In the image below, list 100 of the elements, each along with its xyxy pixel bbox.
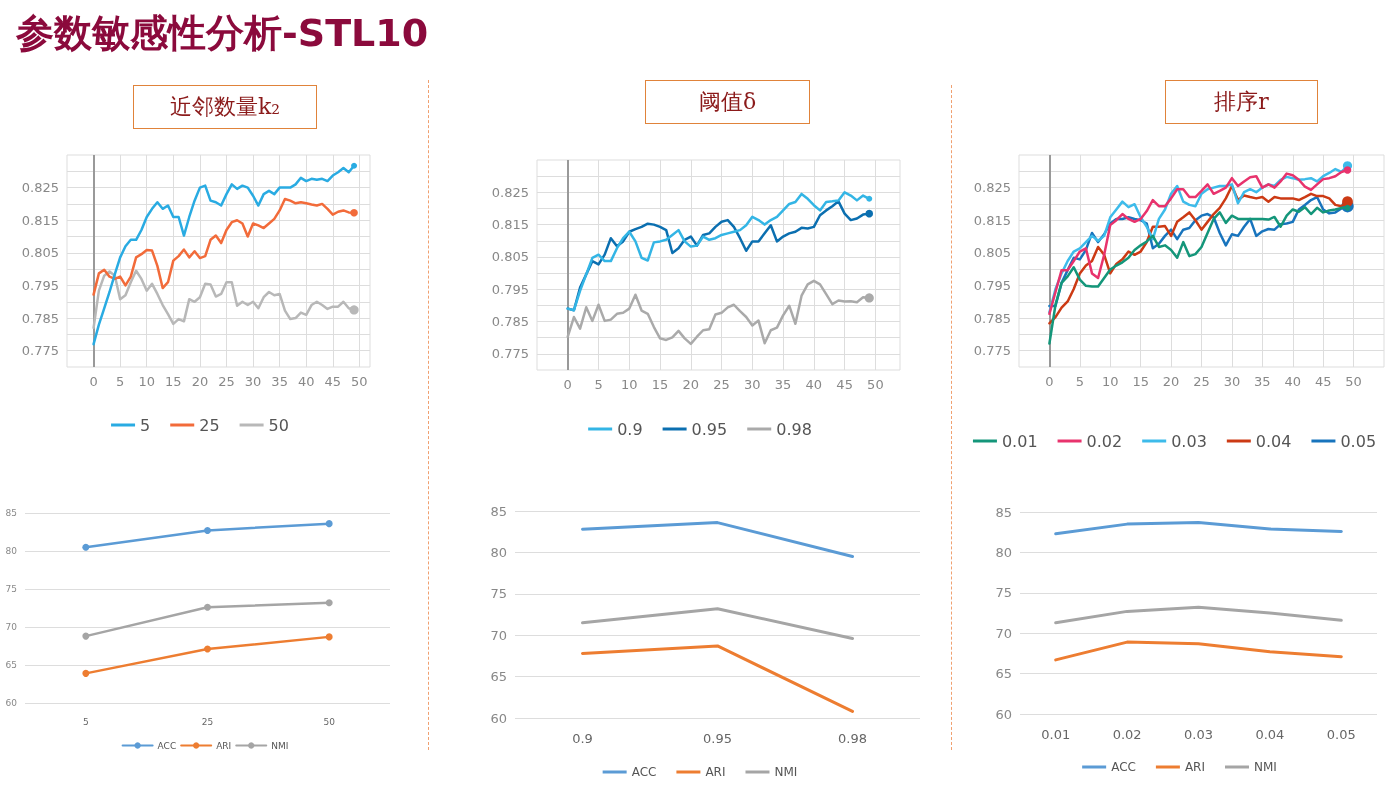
legend-label: NMI	[774, 765, 798, 779]
y-tick-label: 0.795	[21, 277, 59, 293]
y-tick-label: 75	[995, 585, 1012, 601]
chart-title: 排序r	[1165, 80, 1318, 124]
x-tick-label: 0.02	[1112, 727, 1142, 742]
x-tick-label: 40	[1284, 374, 1302, 389]
legend-label: NMI	[1253, 760, 1277, 774]
x-tick-label: 30	[1223, 374, 1241, 389]
legend-label: 25	[199, 415, 220, 435]
legend-label: 0.01	[1001, 431, 1038, 451]
x-tick-label: 30	[244, 374, 262, 389]
point	[325, 599, 333, 607]
legend-label: 0.02	[1086, 431, 1123, 451]
x-tick-label: 50	[867, 377, 884, 392]
line-series	[1054, 605, 1343, 625]
y-tick-label: 70	[490, 627, 507, 643]
legend-label: ACC	[631, 765, 657, 779]
x-tick-label: 5	[116, 374, 125, 389]
x-tick-label: 25	[1193, 374, 1210, 389]
legend-label: 5	[140, 415, 151, 435]
x-tick-label: 10	[138, 374, 156, 389]
y-tick-label: 70	[995, 625, 1012, 641]
y-tick-label: 70	[5, 622, 18, 632]
y-tick-label: 0.785	[21, 310, 59, 326]
y-tick-label: 65	[5, 660, 17, 670]
legend-label: ARI	[705, 765, 726, 779]
chart-title: 近邻数量k₂	[133, 85, 317, 129]
x-tick-label: 45	[1314, 374, 1332, 389]
line-series	[1054, 640, 1343, 662]
x-tick-label: 5	[594, 377, 603, 392]
text: 参数敏感性分析-STL10	[16, 10, 429, 57]
y-tick-label: 0.825	[491, 184, 529, 200]
point	[204, 645, 211, 653]
y-tick-label: 0.785	[491, 314, 529, 330]
y-tick-label: 85	[490, 503, 507, 519]
x-tick-label: 10	[1101, 374, 1119, 389]
x-tick-label: 15	[165, 374, 182, 389]
chart-title: 阈值δ	[645, 80, 810, 124]
y-tick-label: 60	[5, 698, 18, 708]
x-tick-label: 0.95	[703, 731, 732, 746]
y-tick-label: 0.775	[973, 343, 1011, 359]
y-tick-label: 0.825	[21, 180, 59, 196]
x-tick-label: 50	[1345, 374, 1362, 389]
x-tick-label: 0.04	[1255, 727, 1285, 742]
x-tick-label: 0.03	[1184, 727, 1213, 742]
point	[325, 633, 333, 641]
point	[82, 669, 90, 677]
y-tick-label: 0.815	[973, 212, 1011, 228]
y-tick-label: 0.795	[973, 277, 1011, 293]
y-tick-label: 0.825	[973, 180, 1011, 196]
x-tick-label: 5	[1075, 374, 1084, 389]
legend-label: ARI	[1184, 760, 1205, 774]
y-tick-label: 0.785	[973, 310, 1011, 326]
x-tick-label: 0.98	[838, 731, 867, 746]
x-tick-label: 45	[324, 374, 342, 389]
point	[82, 632, 90, 640]
x-tick-label: 50	[351, 374, 368, 389]
x-tick-label: 35	[774, 377, 792, 392]
legend-label: 0.9	[617, 419, 643, 439]
y-tick-label: 0.775	[21, 343, 59, 359]
x-tick-label: 10	[621, 377, 638, 392]
point	[204, 526, 211, 534]
legend-label: 0.05	[1340, 431, 1377, 451]
y-tick-label: 0.805	[21, 245, 59, 261]
x-tick-label: 25	[201, 716, 214, 727]
y-tick-label: 80	[490, 544, 507, 560]
legend-label: 0.95	[691, 419, 728, 439]
y-tick-label: 85	[5, 508, 17, 518]
x-tick-label: 15	[651, 377, 669, 392]
x-tick-label: 25	[713, 377, 730, 392]
y-tick-label: 60	[490, 710, 507, 726]
line-series	[1054, 521, 1343, 536]
x-tick-label: 0.01	[1041, 727, 1071, 742]
y-tick-label: 0.805	[491, 249, 529, 265]
x-tick-label: 0	[89, 374, 98, 389]
x-tick-label: 35	[1254, 374, 1271, 389]
y-tick-label: 85	[995, 504, 1012, 520]
legend-label: ACC	[157, 740, 177, 751]
legend-label: 50	[268, 415, 289, 435]
y-tick-label: 60	[995, 706, 1012, 722]
x-tick-label: 20	[1162, 374, 1180, 389]
x-tick-label: 35	[271, 374, 288, 389]
x-tick-label: 0	[563, 377, 572, 392]
x-tick-label: 20	[191, 374, 209, 389]
legend-label: 0.04	[1255, 431, 1292, 451]
y-tick-label: 0.805	[973, 245, 1011, 261]
x-tick-label: 40	[297, 374, 315, 389]
y-tick-label: 0.815	[491, 217, 529, 233]
y-tick-label: 65	[995, 666, 1012, 682]
y-tick-label: 75	[5, 584, 17, 594]
x-tick-label: 15	[1132, 374, 1149, 389]
legend-label: NMI	[271, 740, 289, 751]
y-tick-label: 0.775	[491, 346, 529, 362]
legend-label: 0.98	[776, 419, 812, 439]
point	[325, 520, 333, 528]
x-tick-label: 40	[805, 377, 823, 392]
x-tick-label: 45	[836, 377, 853, 392]
x-tick-label: 5	[82, 716, 89, 727]
x-tick-label: 0	[1045, 374, 1054, 389]
y-tick-label: 80	[995, 544, 1012, 560]
